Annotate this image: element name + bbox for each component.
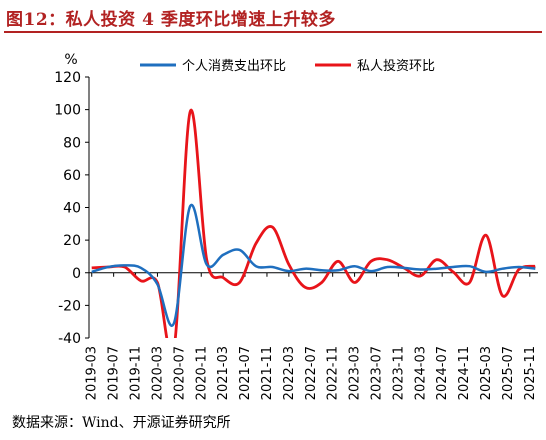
legend-label-1: 个人消费支出环比 (182, 59, 286, 74)
y-tick-label: 20 (63, 233, 81, 249)
y-tick-label: -20 (58, 298, 81, 314)
x-tick-label: 2022-11 (326, 346, 341, 400)
y-tick-label: 60 (63, 168, 81, 184)
x-tick-label: 2019-11 (129, 346, 144, 400)
y-tick-label: 120 (54, 70, 81, 86)
x-tick-label: 2021-03 (216, 346, 231, 400)
y-tick-label: 80 (63, 135, 81, 151)
chart-title: 图12：私人投资 4 季度环比增速上升较多 (6, 10, 336, 30)
axes: -40 -20 0 20 40 60 80 100 120% 2019-03 2019-07 2019… (54, 52, 538, 400)
series-layer (91, 108, 536, 338)
legend-label-2: 私人投资环比 (357, 58, 435, 74)
y-axis-unit: % (64, 52, 77, 68)
x-tick-label: 2023-03 (348, 346, 363, 400)
source-note: 数据来源：Wind、开源证券研究所 (12, 415, 231, 431)
y-tick-label: 40 (63, 201, 81, 217)
y-tick-label: 0 (72, 266, 81, 282)
y-tick-label: 100 (54, 103, 81, 119)
x-tick-label: 2023-07 (369, 346, 384, 400)
x-tick-label: 2024-11 (457, 346, 472, 400)
x-tick-label: 2025-07 (501, 346, 516, 400)
x-tick-label: 2020-07 (172, 346, 187, 400)
x-tick-label: 2020-11 (194, 346, 209, 400)
x-tick-label: 2022-03 (282, 346, 297, 400)
x-tick-label: 2020-03 (150, 346, 165, 400)
series-line-2 (91, 108, 536, 338)
x-tick-label: 2025-03 (479, 346, 494, 400)
series-line-1 (91, 203, 536, 327)
x-tick-label: 2024-03 (413, 346, 428, 400)
x-tick-label: 2023-11 (391, 346, 406, 400)
legend: 个人消费支出环比 私人投资环比 (140, 58, 435, 74)
title-rule (4, 31, 542, 33)
x-tick-label: 2021-07 (238, 346, 253, 400)
x-tick-label: 2019-03 (85, 346, 100, 400)
x-tick-label: 2019-07 (107, 346, 122, 400)
x-tick-label: 2024-07 (435, 346, 450, 400)
x-tick-label: 2022-07 (304, 346, 319, 400)
x-tick-label: 2025-11 (523, 346, 538, 400)
y-tick-label: -40 (58, 331, 81, 347)
x-tick-label: 2021-11 (260, 346, 275, 400)
